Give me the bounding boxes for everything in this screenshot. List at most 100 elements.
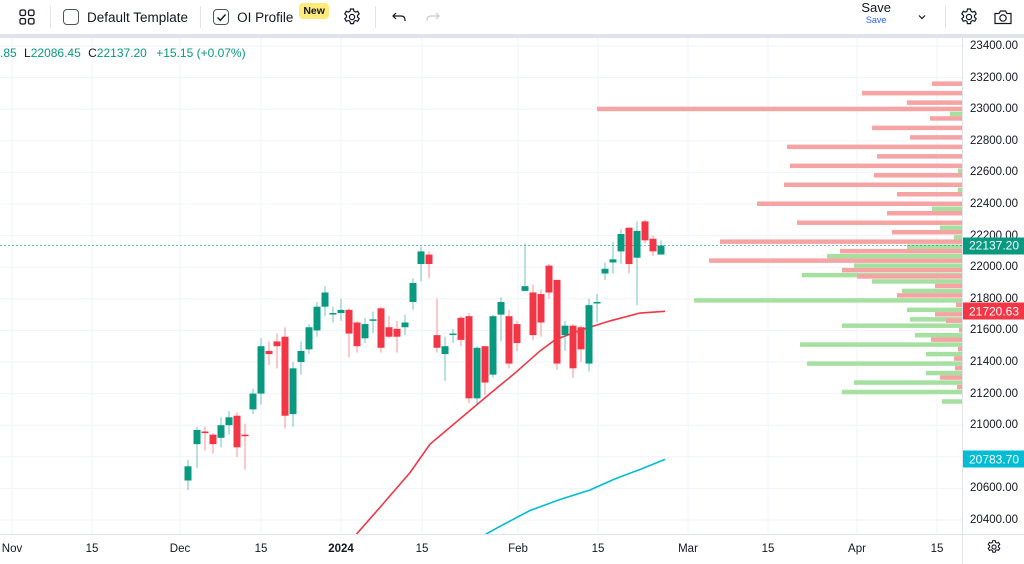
candle-body bbox=[553, 279, 561, 364]
chevron-down-icon bbox=[911, 6, 933, 28]
oi-call-bar bbox=[958, 346, 962, 352]
chart-pane[interactable] bbox=[0, 38, 962, 534]
oi-settings-button[interactable] bbox=[335, 2, 369, 32]
oi-put-bar bbox=[954, 234, 962, 240]
toolbar-divider bbox=[200, 6, 202, 28]
candle-body bbox=[217, 425, 225, 438]
candle-body bbox=[257, 346, 265, 394]
oi-call-bar bbox=[940, 375, 962, 380]
candle-body bbox=[449, 333, 457, 336]
candle-body bbox=[297, 350, 305, 362]
candle-body bbox=[393, 328, 401, 337]
candle-body bbox=[521, 286, 529, 291]
oi-call-bar bbox=[907, 100, 962, 105]
candle-body bbox=[241, 434, 249, 437]
ma-slow-line bbox=[484, 458, 666, 534]
candle-body bbox=[593, 301, 601, 304]
ma-fast-line bbox=[355, 310, 666, 534]
candle-body bbox=[625, 227, 633, 265]
candle-body bbox=[361, 324, 369, 339]
oi-call-bar bbox=[946, 318, 962, 323]
toolbar-divider bbox=[374, 6, 376, 28]
oi-put-bar bbox=[872, 279, 962, 284]
candle-body bbox=[184, 466, 192, 481]
oi-call-bar bbox=[897, 192, 962, 197]
oi-profile-checkbox[interactable] bbox=[213, 9, 230, 25]
candle-body bbox=[353, 322, 361, 347]
candle-body bbox=[377, 308, 385, 348]
candle-body bbox=[225, 417, 233, 426]
toolbar-divider bbox=[945, 6, 946, 28]
candle-body bbox=[313, 306, 321, 331]
oi-call-bar bbox=[842, 267, 962, 273]
price-tick-label: 21400.00 bbox=[970, 356, 1018, 368]
price-tick-label: 21200.00 bbox=[970, 387, 1018, 400]
undo-icon bbox=[388, 6, 410, 28]
check-icon bbox=[216, 13, 226, 21]
undo-button[interactable] bbox=[382, 2, 416, 32]
candle-body bbox=[265, 350, 273, 355]
candle-body bbox=[473, 347, 481, 399]
oi-put-bar bbox=[932, 206, 962, 211]
candle-body bbox=[513, 324, 521, 344]
candle-body bbox=[193, 429, 201, 445]
candle-body bbox=[569, 325, 577, 369]
redo-button[interactable] bbox=[416, 2, 450, 32]
candle-body bbox=[369, 319, 377, 321]
price-tag: 21720.63 bbox=[963, 302, 1024, 320]
price-axis[interactable]: 23400.00 23200.00 23000.00 22800.00 22600.00… bbox=[962, 38, 1024, 534]
oi-call-bar bbox=[797, 220, 962, 225]
axis-settings-button[interactable] bbox=[962, 534, 1024, 564]
oi-put-bar bbox=[827, 253, 962, 259]
oi-profile-toggle[interactable]: OI Profile New bbox=[207, 2, 335, 32]
oi-call-bar bbox=[930, 116, 962, 121]
oi-put-bar bbox=[907, 307, 962, 313]
price-chart[interactable] bbox=[0, 38, 962, 534]
candle-body bbox=[529, 292, 537, 336]
oi-call-bar bbox=[932, 81, 962, 86]
candle-body bbox=[209, 434, 217, 445]
default-template-toggle[interactable]: Default Template bbox=[57, 2, 194, 32]
toolbar-shadow bbox=[0, 34, 1024, 38]
snapshot-button[interactable] bbox=[986, 2, 1020, 32]
oi-call-bar bbox=[897, 293, 962, 298]
candle-body bbox=[345, 309, 353, 334]
top-toolbar: Default Template OI Profile New Save Sav… bbox=[0, 0, 1024, 34]
candle-body bbox=[457, 317, 465, 340]
candle-body bbox=[561, 325, 569, 336]
oi-profile-label: OI Profile bbox=[237, 9, 294, 25]
candle-body bbox=[425, 254, 433, 265]
time-tick-label: 15 bbox=[415, 543, 429, 555]
template-checkbox[interactable] bbox=[63, 9, 79, 25]
oi-put-bar bbox=[958, 168, 962, 174]
time-tick-label: Apr bbox=[848, 543, 866, 555]
price-tick-label: 20400.00 bbox=[970, 514, 1018, 526]
gear-icon bbox=[341, 6, 363, 28]
oi-call-bar bbox=[874, 173, 962, 178]
oi-call-bar bbox=[862, 90, 962, 96]
candle-body bbox=[657, 245, 665, 255]
time-tick-label: Nov bbox=[1, 543, 23, 555]
save-dropdown-button[interactable] bbox=[905, 2, 939, 32]
candle-body bbox=[337, 309, 345, 314]
time-tick-label: Mar bbox=[678, 543, 698, 555]
oi-call-bar bbox=[935, 312, 962, 317]
low-key: L bbox=[24, 46, 31, 60]
oi-call-bar bbox=[597, 106, 962, 112]
candle-body bbox=[289, 368, 297, 415]
save-button[interactable]: Save Save bbox=[855, 1, 897, 32]
candle-body bbox=[281, 336, 289, 416]
price-tick-label: 22600.00 bbox=[970, 166, 1018, 179]
oi-call-bar bbox=[954, 356, 962, 361]
time-axis[interactable]: Nov 15 Dec 15 2024 15 Feb 15 Mar 15 Apr 15 bbox=[0, 534, 962, 564]
price-tick-label: 21800.00 bbox=[970, 292, 1018, 305]
time-tick-label: Dec bbox=[169, 543, 191, 555]
candle-body bbox=[641, 221, 649, 241]
oi-call-bar bbox=[877, 154, 962, 159]
time-tick-label: 15 bbox=[591, 543, 605, 555]
oi-call-bar bbox=[787, 144, 962, 150]
grid-4-icon bbox=[16, 6, 38, 28]
chart-settings-button[interactable] bbox=[952, 2, 986, 32]
price-tag: 20783.70 bbox=[963, 450, 1024, 468]
layout-button[interactable] bbox=[10, 2, 44, 32]
